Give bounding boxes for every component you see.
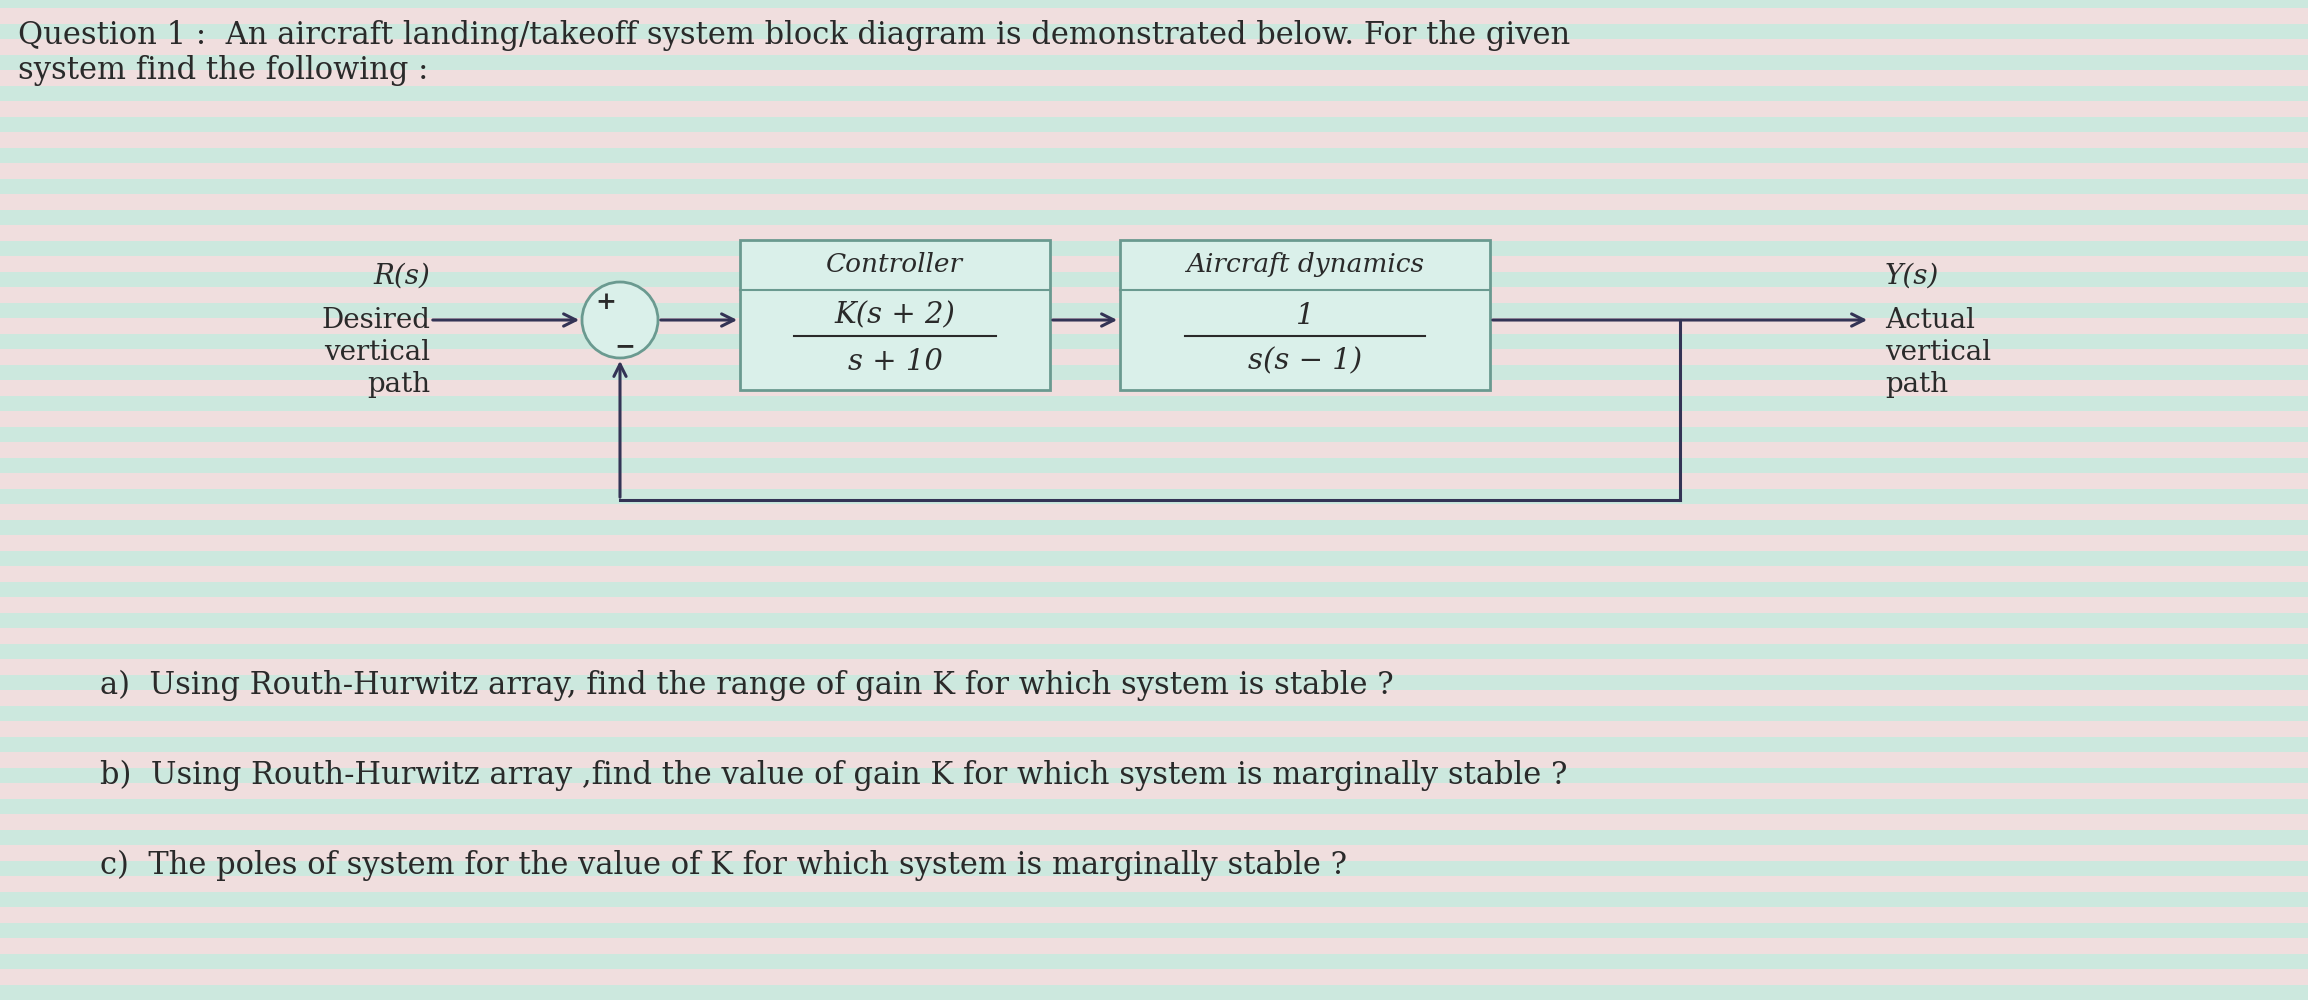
Text: b)  Using Routh-Hurwitz array ,find the value of gain K for which system is marg: b) Using Routh-Hurwitz array ,find the v…: [99, 760, 1567, 791]
Text: 1: 1: [1295, 302, 1313, 330]
Circle shape: [582, 282, 658, 358]
Text: Question 1 :  An aircraft landing/takeoff system block diagram is demonstrated b: Question 1 : An aircraft landing/takeoff…: [18, 20, 1569, 51]
Text: +: +: [595, 290, 616, 314]
Bar: [741, 240, 1050, 390]
Text: −: −: [614, 334, 635, 358]
Text: Controller: Controller: [826, 252, 962, 277]
Text: vertical: vertical: [1886, 338, 1992, 365]
Text: s + 10: s + 10: [847, 348, 942, 376]
Bar: [1119, 240, 1491, 390]
Text: Actual: Actual: [1886, 306, 1976, 334]
Text: path: path: [367, 370, 429, 397]
Text: s(s − 1): s(s − 1): [1249, 348, 1362, 376]
Text: a)  Using Routh-Hurwitz array, find the range of gain K for which system is stab: a) Using Routh-Hurwitz array, find the r…: [99, 670, 1394, 701]
Text: Desired: Desired: [321, 306, 429, 334]
Text: c)  The poles of system for the value of K for which system is marginally stable: c) The poles of system for the value of …: [99, 850, 1348, 881]
Text: path: path: [1886, 370, 1948, 397]
Text: Aircraft dynamics: Aircraft dynamics: [1186, 252, 1424, 277]
Text: system find the following :: system find the following :: [18, 55, 429, 86]
Text: K(s + 2): K(s + 2): [835, 302, 956, 330]
Text: R(s): R(s): [374, 263, 429, 290]
Text: Y(s): Y(s): [1886, 263, 1939, 290]
Text: vertical: vertical: [323, 338, 429, 365]
